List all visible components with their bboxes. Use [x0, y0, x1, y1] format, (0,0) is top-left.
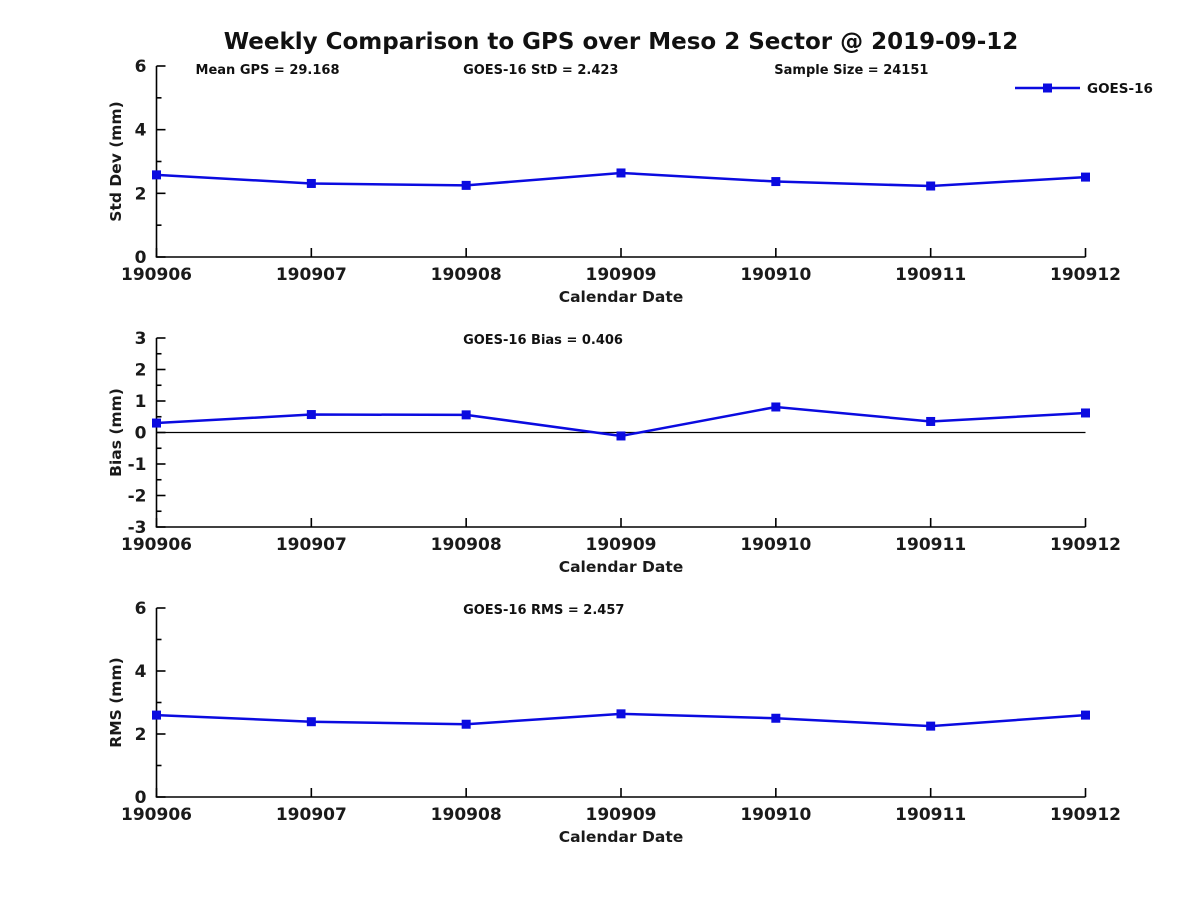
data-point-marker — [152, 710, 161, 720]
data-point-marker — [306, 717, 316, 727]
y-tick-label: -2 — [128, 487, 147, 507]
y-tick-label: -3 — [128, 518, 147, 538]
x-tick-label: 190906 — [121, 805, 192, 825]
y-tick-label: 2 — [135, 725, 147, 745]
data-point-marker — [461, 410, 471, 420]
x-tick-label: 190906 — [121, 535, 192, 555]
y-tick-label: 4 — [135, 662, 147, 682]
data-point-marker — [616, 709, 626, 719]
data-point-marker — [926, 416, 936, 426]
x-tick-label: 190909 — [586, 535, 657, 555]
annotation-text: Mean GPS = 29.168 — [196, 63, 340, 78]
y-axis-label: Bias (mm) — [107, 388, 125, 477]
annotation-text: GOES-16 Bias = 0.406 — [463, 333, 623, 348]
annotation-text: GOES-16 StD = 2.423 — [463, 63, 618, 78]
x-tick-label: 190910 — [740, 805, 811, 825]
x-axis-label: Calendar Date — [559, 558, 684, 576]
y-tick-label: 0 — [135, 424, 147, 444]
y-tick-label: 3 — [135, 329, 147, 349]
data-point-marker — [152, 170, 161, 180]
data-point-marker — [771, 713, 781, 723]
data-point-marker — [1081, 172, 1090, 182]
data-point-marker — [1081, 408, 1090, 418]
y-axis-label: RMS (mm) — [107, 657, 125, 747]
data-point-marker — [926, 181, 936, 191]
y-tick-label: 2 — [135, 361, 147, 381]
x-tick-label: 190911 — [895, 535, 966, 555]
y-axis-label: Std Dev (mm) — [107, 101, 125, 221]
annotation-text: Sample Size = 24151 — [774, 63, 928, 78]
data-point-marker — [926, 721, 936, 731]
data-point-marker — [461, 719, 471, 729]
x-tick-label: 190912 — [1050, 535, 1121, 555]
y-tick-label: 2 — [135, 184, 147, 204]
x-axis-label: Calendar Date — [559, 288, 684, 306]
y-tick-label: 6 — [135, 57, 147, 77]
x-tick-label: 190908 — [431, 535, 502, 555]
x-tick-label: 190912 — [1050, 265, 1121, 285]
y-tick-label: 6 — [135, 599, 147, 619]
x-tick-label: 190911 — [895, 805, 966, 825]
x-tick-label: 190906 — [121, 265, 192, 285]
x-tick-label: 190907 — [276, 805, 347, 825]
x-tick-label: 190911 — [895, 265, 966, 285]
legend-label: GOES-16 — [1087, 81, 1153, 97]
data-point-marker — [461, 180, 471, 190]
data-point-marker — [616, 431, 626, 441]
x-tick-label: 190908 — [431, 805, 502, 825]
y-tick-label: 0 — [135, 248, 147, 268]
y-tick-label: -1 — [128, 455, 147, 475]
data-point-marker — [616, 168, 626, 178]
x-tick-label: 190909 — [586, 265, 657, 285]
x-tick-label: 190908 — [431, 265, 502, 285]
x-tick-label: 190910 — [740, 535, 811, 555]
x-axis-label: Calendar Date — [559, 828, 684, 846]
data-point-marker — [306, 178, 316, 188]
x-tick-label: 190907 — [276, 535, 347, 555]
legend-marker — [1043, 83, 1052, 93]
y-tick-label: 1 — [135, 392, 147, 412]
y-tick-label: 4 — [135, 121, 147, 141]
x-tick-label: 190910 — [740, 265, 811, 285]
data-point-marker — [1081, 710, 1090, 720]
x-tick-label: 190912 — [1050, 805, 1121, 825]
x-tick-label: 190907 — [276, 265, 347, 285]
data-point-marker — [771, 177, 781, 187]
figure-title: Weekly Comparison to GPS over Meso 2 Sec… — [223, 29, 1019, 55]
data-point-marker — [152, 418, 161, 428]
data-point-marker — [771, 402, 781, 412]
annotation-text: GOES-16 RMS = 2.457 — [463, 603, 624, 618]
y-tick-label: 0 — [135, 788, 147, 808]
x-tick-label: 190909 — [586, 805, 657, 825]
data-point-marker — [306, 410, 316, 420]
